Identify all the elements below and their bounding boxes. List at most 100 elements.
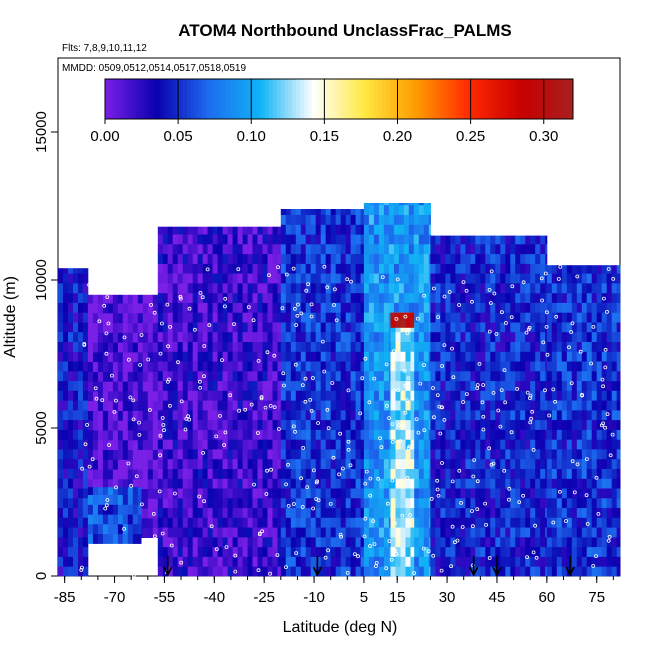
heatmap-cell <box>227 331 233 342</box>
heatmap-cell <box>455 370 461 382</box>
heatmap-cell <box>257 409 263 421</box>
heatmap-cell <box>272 468 278 479</box>
heatmap-cell <box>330 458 337 469</box>
heatmap-cell <box>58 283 64 294</box>
heatmap-cell <box>368 536 375 548</box>
heatmap-cell <box>418 292 425 303</box>
heatmap-cell <box>280 527 287 538</box>
colorbar-swatch <box>487 79 492 119</box>
measurement-point <box>416 430 421 435</box>
heatmap-cell <box>525 263 531 274</box>
heatmap-cell <box>310 556 317 567</box>
heatmap-cell <box>450 517 456 528</box>
x-tick-label: -55 <box>154 589 176 606</box>
heatmap-cell <box>398 214 405 225</box>
arrow-head <box>492 566 502 577</box>
heatmap-cell <box>540 439 546 450</box>
heatmap-cell <box>310 263 317 274</box>
heatmap-cell <box>237 302 243 313</box>
measurement-point <box>166 344 171 349</box>
heatmap-cell <box>68 419 74 430</box>
heatmap-cell <box>546 449 553 460</box>
heatmap-cell <box>390 449 396 460</box>
heatmap-cell <box>418 341 425 352</box>
heatmap-cell <box>97 361 104 372</box>
measurement-point <box>325 285 330 290</box>
heatmap-cell <box>58 331 64 342</box>
heatmap-cell <box>601 273 608 284</box>
heatmap-cell <box>147 332 154 343</box>
heatmap-cell <box>535 419 541 430</box>
heatmap-cell <box>581 458 588 469</box>
heatmap-cell <box>212 458 218 469</box>
heatmap-cell <box>102 478 109 490</box>
heatmap-cell <box>551 497 558 509</box>
heatmap-cell <box>242 380 248 391</box>
heatmap-cell <box>596 265 603 274</box>
heatmap-cell <box>510 273 516 284</box>
heatmap-cell <box>475 390 481 401</box>
heatmap-cell <box>360 468 365 479</box>
heatmap-cell <box>378 409 385 421</box>
measurement-point <box>276 265 281 270</box>
heatmap-cell <box>465 517 471 528</box>
heatmap-cell <box>132 361 139 372</box>
heatmap-cell <box>591 370 598 382</box>
heatmap-cell <box>515 302 521 313</box>
heatmap-cell <box>601 302 608 313</box>
heatmap-cell <box>490 380 496 391</box>
heatmap-cell <box>413 341 420 352</box>
heatmap-cell <box>295 263 302 274</box>
heatmap-cell <box>378 263 385 274</box>
heatmap-cell <box>355 292 361 303</box>
measurement-point <box>346 439 351 444</box>
heatmap-cell <box>591 400 598 411</box>
heatmap-cell <box>373 361 380 372</box>
heatmap-cell <box>63 400 69 411</box>
heatmap-cell <box>413 370 420 382</box>
heatmap-cell <box>368 439 375 450</box>
heatmap-cell <box>227 263 233 274</box>
heatmap-cell <box>112 361 119 372</box>
heatmap-cell <box>400 449 406 460</box>
heatmap-cell <box>227 253 233 264</box>
heatmap-cell <box>440 497 446 509</box>
heatmap-cell <box>290 429 297 440</box>
heatmap-cell <box>556 341 563 352</box>
heatmap-cell <box>197 370 204 382</box>
heatmap-cell <box>172 536 179 548</box>
heatmap-cell <box>207 507 213 518</box>
heatmap-cell <box>117 361 124 372</box>
heatmap-cell <box>581 302 588 313</box>
heatmap-cell <box>591 273 598 284</box>
heatmap-cell <box>515 292 521 303</box>
heatmap-cell <box>480 341 486 352</box>
heatmap-cell <box>172 263 179 274</box>
heatmap-cell <box>137 332 144 343</box>
measurement-point <box>201 450 206 455</box>
heatmap-cell <box>540 536 546 548</box>
heatmap-cell <box>87 332 94 343</box>
heatmap-cell <box>350 234 356 245</box>
heatmap-cell <box>290 224 297 235</box>
measurement-point <box>151 512 156 516</box>
heatmap-cell <box>295 322 302 333</box>
heatmap-cell <box>435 243 441 255</box>
heatmap-cell <box>413 292 420 303</box>
heatmap-cell <box>428 458 431 469</box>
arrow-head <box>565 566 575 577</box>
heatmap-cell <box>212 449 218 460</box>
heatmap-cell <box>242 468 248 479</box>
heatmap-cell <box>403 243 410 255</box>
heatmap-cell <box>217 283 223 294</box>
heatmap-cell <box>73 517 79 528</box>
measurement-point <box>405 475 410 480</box>
heatmap-cell <box>87 294 94 304</box>
heatmap-cell <box>355 488 361 499</box>
heatmap-cell <box>117 332 124 343</box>
colorbar-swatch <box>378 79 383 119</box>
heatmap-cell <box>290 273 297 284</box>
heatmap-cell <box>232 302 238 313</box>
measurement-point <box>363 481 368 486</box>
heatmap-cell <box>295 536 302 548</box>
